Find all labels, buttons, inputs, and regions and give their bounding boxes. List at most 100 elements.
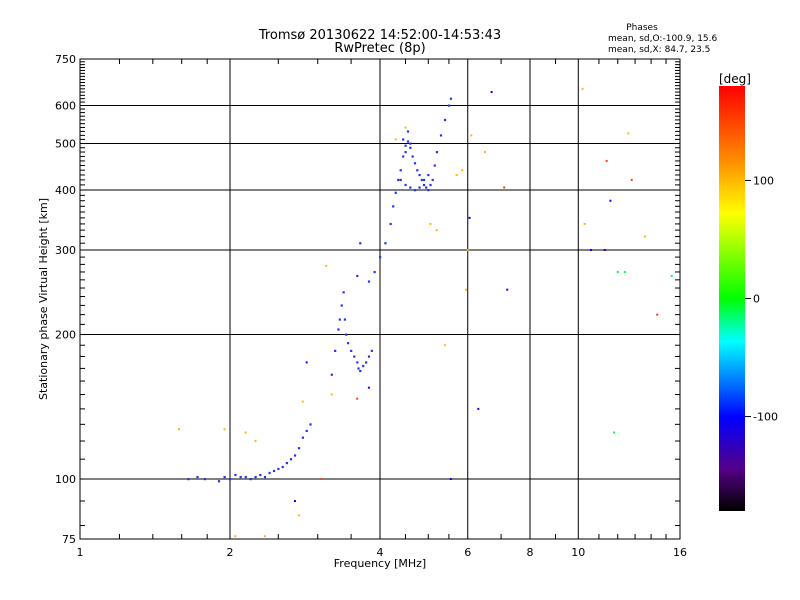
trace-point [418, 173, 421, 177]
trace-point [416, 169, 419, 172]
scatter-point [443, 344, 446, 347]
trace-point [439, 134, 443, 137]
scatter-point [435, 229, 438, 232]
scatter-point [466, 249, 469, 252]
y-tick-label: 400 [55, 184, 76, 197]
trace-point [357, 367, 360, 370]
trace-point [406, 140, 410, 143]
scatter-point [603, 249, 606, 252]
trace-point [389, 222, 392, 226]
scatter-point [244, 431, 247, 434]
trace-point [406, 130, 410, 133]
trace-point [394, 191, 397, 194]
trace-point [346, 342, 350, 345]
scatter-point [490, 91, 493, 94]
y-tick-label: 600 [55, 100, 76, 113]
trace-point [422, 178, 426, 182]
scatter-point [581, 87, 584, 90]
scatter-point [254, 440, 257, 443]
trace-point [429, 183, 432, 187]
trace-point [409, 142, 412, 145]
colorbar-ticks: 100 0 -100 [745, 174, 778, 424]
x-tick-labels: 1 2 4 6 8 10 16 [77, 546, 688, 559]
trace-point [229, 478, 232, 481]
trace-point [263, 475, 267, 479]
trace-point [187, 478, 190, 481]
x-tick-label: 10 [571, 546, 585, 559]
trace-point [404, 183, 407, 187]
trace-point [289, 458, 293, 461]
trace-point [281, 465, 284, 469]
trace-point [427, 173, 430, 177]
legend-o-stats: mean, sd,O:-100.9, 15.6 [608, 34, 718, 44]
legend-heading: Phases [626, 23, 658, 33]
trace-point [409, 146, 412, 149]
colorbar-tick-label: 100 [753, 174, 774, 187]
trace-point [244, 475, 247, 479]
trace-point [433, 164, 436, 167]
scatter-point [367, 386, 370, 389]
legend-x-stats: mean, sd,X: 84.7, 23.5 [608, 45, 711, 55]
x-tick-label: 8 [527, 546, 534, 559]
scatter-point [506, 288, 509, 291]
trace-point [234, 473, 237, 477]
trace-point [402, 138, 405, 141]
trace-point [343, 318, 347, 321]
scatter-point [503, 186, 506, 189]
y-tick-label: 500 [55, 138, 76, 151]
scatter-point [356, 397, 359, 400]
trace-point [362, 364, 365, 368]
colorbar [719, 86, 745, 511]
colorbar-tick-label: 0 [753, 293, 760, 306]
y-tick-label: 100 [55, 473, 76, 486]
trace-point [345, 333, 348, 336]
x-axis-label: Frequency [MHz] [334, 557, 426, 570]
scatter-point [656, 313, 659, 316]
scatter-point [297, 514, 300, 517]
trace-point [399, 178, 402, 182]
scatter-point [477, 407, 480, 410]
trace-point [402, 155, 405, 158]
trace-point [443, 118, 447, 122]
trace-point [239, 475, 242, 479]
trace-point [259, 473, 262, 477]
trace-point [431, 178, 434, 182]
trace-point [356, 274, 359, 278]
trace-point [397, 178, 400, 182]
trace-point [196, 475, 199, 479]
trace-point [268, 471, 271, 475]
scatter-point [589, 249, 592, 252]
trace-point [435, 151, 438, 154]
colorbar-tick-label: -100 [753, 411, 778, 424]
y-tick-labels: 75 100 200 300 400 500 600 750 [55, 53, 76, 546]
scatter-point [461, 169, 464, 172]
trace-point [353, 355, 356, 358]
trace-point [425, 186, 428, 189]
trace-point [367, 280, 371, 283]
y-tick-label: 750 [55, 53, 76, 66]
y-tick-label: 200 [55, 329, 76, 342]
trace-point [305, 429, 308, 433]
trace-point [413, 189, 417, 192]
scatter-point [234, 535, 237, 538]
trace-point [411, 155, 414, 158]
scatter-point [670, 274, 673, 277]
colorbar-unit-label: [deg] [719, 72, 751, 86]
scatter-point [468, 216, 471, 219]
trace-point [404, 144, 407, 147]
scatter-point [455, 173, 458, 176]
trace-point [223, 475, 226, 479]
trace-point [370, 349, 373, 352]
scatter-point [630, 178, 633, 181]
trace-point [367, 355, 371, 358]
trace-point [293, 454, 297, 457]
scatter-point [623, 270, 626, 273]
trace-point [447, 104, 451, 107]
scatter-point [301, 400, 304, 403]
trace-point [384, 242, 387, 245]
trace-point [359, 369, 362, 373]
scatter-point [429, 222, 432, 225]
trace-point [420, 178, 423, 182]
trace-point [309, 423, 312, 426]
